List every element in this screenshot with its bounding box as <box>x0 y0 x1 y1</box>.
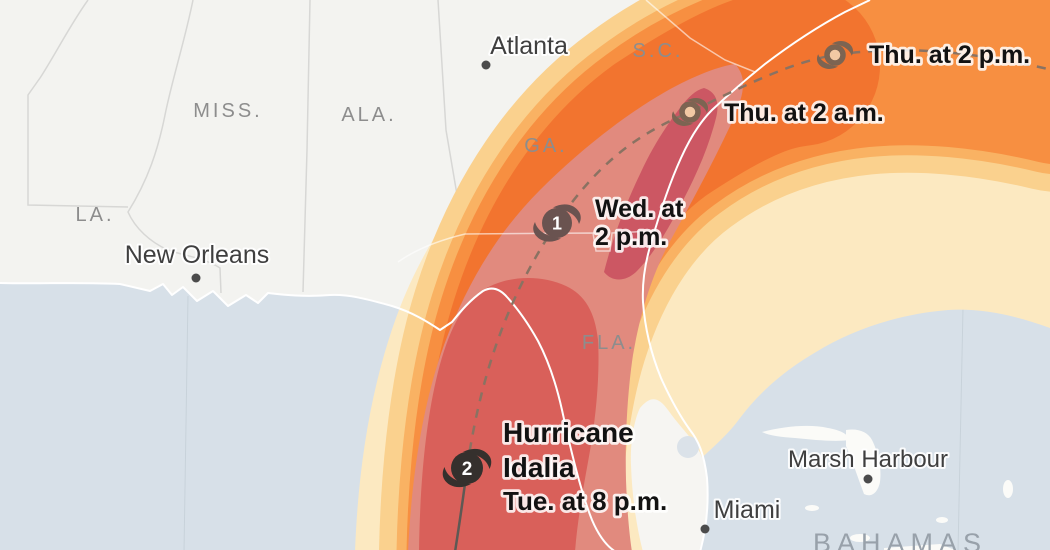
state-label-alabama: ALA. <box>341 104 396 126</box>
water-label-bahamas: BAHAMAS <box>813 528 987 550</box>
storm-icon-arm <box>533 222 561 242</box>
city-dot-marsh-harbour <box>863 474 873 484</box>
storm-icon-ring <box>679 101 701 123</box>
state-label-georgia: GA. <box>524 135 567 157</box>
label-wed-2pm-line1: Wed. at <box>595 195 684 223</box>
state-border-mississippi-alabama <box>302 0 311 293</box>
city-dot-new-orleans <box>191 273 201 283</box>
tropical-storm-icon-thu-2am <box>671 98 709 126</box>
state-label-florida: FLA. <box>582 332 636 354</box>
city-dot-miami <box>700 524 710 534</box>
storm-icon-disk <box>451 452 483 484</box>
category-number: 1 <box>552 214 562 234</box>
storm-name-line2: Idalia <box>503 452 575 483</box>
state-label-louisiana: LA. <box>75 204 114 226</box>
storm-icon-arm <box>671 111 693 126</box>
island-cay-2 <box>850 534 870 542</box>
state-border-arkansas-louisiana <box>27 0 129 208</box>
state-border-florida-georgia <box>397 230 656 263</box>
storm-icon-arm <box>816 54 838 69</box>
hurricane-cat2-icon: 2 <box>442 448 492 488</box>
hurricane-cat1-icon: 1 <box>533 204 581 242</box>
island-andros <box>884 544 955 550</box>
coastline <box>0 0 871 550</box>
storm-icon-arm <box>687 98 709 113</box>
island-grand-bahama <box>762 425 850 441</box>
island-eleuthera <box>1003 480 1013 498</box>
storm-icon-ring <box>824 44 846 66</box>
island-cay-1 <box>805 505 819 511</box>
storm-time-label: Tue. at 8 p.m. <box>503 486 667 516</box>
storm-icon-arm <box>832 41 854 56</box>
label-thu-2am: Thu. at 2 a.m. <box>724 99 884 127</box>
state-borders-over-cone <box>397 0 756 263</box>
category-number: 2 <box>462 459 473 480</box>
state-label-south-carolina: S.C. <box>633 40 684 62</box>
city-label-atlanta: Atlanta <box>490 32 568 60</box>
label-wed-2pm-line2: 2 p.m. <box>595 223 667 251</box>
storm-name-line1: Hurricane <box>503 417 634 448</box>
tropical-storm-icon-thu-2pm <box>816 41 854 69</box>
storm-icon-disk <box>542 208 572 238</box>
state-border-mississippi-river <box>127 0 222 294</box>
lake-okeechobee <box>677 436 699 458</box>
graticule-line-east <box>957 307 964 550</box>
graticule-line-west <box>183 295 189 550</box>
city-label-miami: Miami <box>714 496 781 524</box>
label-thu-2pm: Thu. at 2 p.m. <box>869 41 1030 69</box>
state-border-georgia-southcarolina <box>645 0 756 73</box>
storm-icon-arm <box>442 467 471 488</box>
city-label-new-orleans: New Orleans <box>125 241 270 269</box>
state-label-mississippi: MISS. <box>193 100 262 122</box>
city-label-marsh-harbour: Marsh Harbour <box>788 446 948 473</box>
island-cay-3 <box>936 517 948 523</box>
storm-icon-arm <box>463 448 492 469</box>
storm-icon-arm <box>553 204 581 224</box>
track-forecast-dashed-line <box>465 49 1050 469</box>
city-dot-atlanta <box>481 60 491 70</box>
